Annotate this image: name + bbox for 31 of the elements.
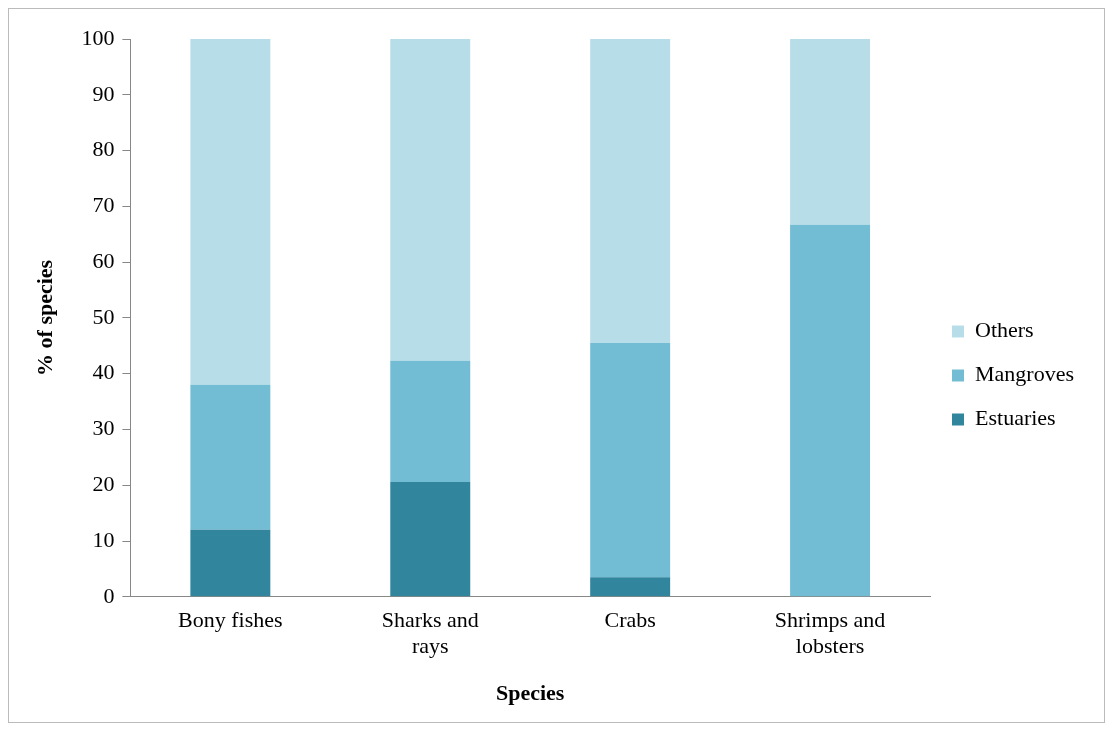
legend-label: Estuaries [975, 405, 1056, 431]
bar [190, 39, 271, 385]
bar [390, 39, 471, 361]
bar [590, 343, 671, 578]
bar [390, 360, 471, 482]
y-axis-title: % of species [31, 259, 57, 376]
y-tick-label: 30 [92, 415, 115, 441]
bar [190, 529, 271, 597]
x-tick-label: Shrimps and lobsters [774, 606, 886, 659]
y-tick-label: 70 [92, 192, 115, 218]
y-tick-label: 80 [92, 136, 115, 162]
legend-label: Mangroves [975, 361, 1075, 387]
bar [390, 481, 471, 597]
x-axis-title: Species [495, 680, 565, 706]
y-tick-label: 50 [92, 303, 115, 329]
bar [190, 384, 271, 530]
y-tick-label: 10 [92, 526, 115, 552]
y-tick-label: 0 [103, 582, 115, 608]
bar [790, 39, 871, 225]
bar [590, 39, 671, 343]
legend-label: Others [975, 317, 1034, 343]
bar [790, 224, 871, 597]
y-tick-label: 90 [92, 80, 115, 106]
x-tick-label: Sharks and rays [381, 606, 479, 659]
bar [590, 577, 671, 597]
y-tick-label: 20 [92, 471, 115, 497]
x-tick-label: Crabs [604, 606, 656, 632]
y-tick-label: 100 [81, 24, 115, 50]
x-tick-label: Bony fishes [178, 606, 283, 632]
y-tick-label: 40 [92, 359, 115, 385]
y-tick-label: 60 [92, 247, 115, 273]
